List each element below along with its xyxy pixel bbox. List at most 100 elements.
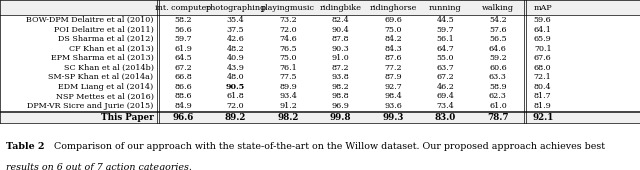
Text: Table 2: Table 2 (6, 142, 45, 151)
Text: 84.9: 84.9 (174, 102, 192, 110)
Text: 61.9: 61.9 (174, 45, 192, 53)
Text: photographing: photographing (205, 4, 266, 12)
Text: 74.6: 74.6 (279, 35, 297, 43)
Text: EDM Liang et al (2014): EDM Liang et al (2014) (58, 83, 154, 91)
Text: 46.2: 46.2 (436, 83, 454, 91)
Text: POI Delaitre et al (2011): POI Delaitre et al (2011) (54, 26, 154, 33)
Text: Comparison of our approach with the state-of-the-art on the Willow dataset. Our : Comparison of our approach with the stat… (48, 142, 605, 151)
Text: 92.7: 92.7 (384, 83, 402, 91)
Text: 66.8: 66.8 (174, 73, 192, 81)
Text: 61.0: 61.0 (489, 102, 507, 110)
Text: DPM-VR Sicre and Jurie (2015): DPM-VR Sicre and Jurie (2015) (28, 102, 154, 110)
Text: 72.0: 72.0 (279, 26, 297, 33)
Text: 81.9: 81.9 (534, 102, 552, 110)
Text: 60.6: 60.6 (489, 64, 507, 72)
Text: 76.1: 76.1 (279, 64, 297, 72)
Text: 68.0: 68.0 (534, 64, 552, 72)
Text: 98.8: 98.8 (332, 92, 349, 100)
Text: 84.2: 84.2 (384, 35, 402, 43)
Text: 87.9: 87.9 (384, 73, 402, 81)
Text: 64.6: 64.6 (489, 45, 507, 53)
Text: SC Khan et al (2014b): SC Khan et al (2014b) (63, 64, 154, 72)
Text: EPM Sharma et al (2013): EPM Sharma et al (2013) (51, 54, 154, 62)
Text: 58.9: 58.9 (489, 83, 507, 91)
Text: 91.0: 91.0 (332, 54, 349, 62)
Text: 40.9: 40.9 (227, 54, 244, 62)
Text: 44.5: 44.5 (436, 16, 454, 24)
Text: 91.2: 91.2 (279, 102, 297, 110)
Text: 63.7: 63.7 (436, 64, 454, 72)
Text: 59.7: 59.7 (436, 26, 454, 33)
Text: 93.4: 93.4 (279, 92, 297, 100)
Text: 90.3: 90.3 (332, 45, 349, 53)
Text: ridinghorse: ridinghorse (369, 4, 417, 12)
Text: 98.2: 98.2 (332, 83, 349, 91)
Bar (0, 0, 640, 15)
Text: 67.6: 67.6 (534, 54, 552, 62)
Text: 84.3: 84.3 (384, 45, 402, 53)
Text: 70.1: 70.1 (534, 45, 552, 53)
Text: 48.2: 48.2 (227, 45, 244, 53)
Text: 55.0: 55.0 (436, 54, 454, 62)
Text: 90.5: 90.5 (226, 83, 245, 91)
Bar (0, 111, 640, 123)
Text: 63.3: 63.3 (489, 73, 507, 81)
Text: 61.8: 61.8 (227, 92, 244, 100)
Text: 87.8: 87.8 (332, 35, 349, 43)
Text: 42.6: 42.6 (227, 35, 244, 43)
Text: ridingbike: ridingbike (319, 4, 362, 12)
Text: 64.5: 64.5 (174, 54, 192, 62)
Text: 90.4: 90.4 (332, 26, 349, 33)
Text: 86.6: 86.6 (174, 83, 192, 91)
Text: 64.1: 64.1 (534, 26, 552, 33)
Text: 82.4: 82.4 (332, 16, 349, 24)
Text: 88.6: 88.6 (174, 92, 192, 100)
Text: 37.5: 37.5 (227, 26, 244, 33)
Text: NSP Mettes et al (2016): NSP Mettes et al (2016) (56, 92, 154, 100)
Text: walking: walking (482, 4, 514, 12)
Text: 75.0: 75.0 (384, 26, 402, 33)
Text: 78.7: 78.7 (487, 113, 509, 122)
Text: 59.7: 59.7 (174, 35, 192, 43)
Text: SM-SP Khan et al (2014a): SM-SP Khan et al (2014a) (49, 73, 154, 81)
Text: 54.2: 54.2 (489, 16, 507, 24)
Text: 43.9: 43.9 (227, 64, 244, 72)
Text: 99.3: 99.3 (382, 113, 404, 122)
Text: 76.5: 76.5 (279, 45, 297, 53)
Text: 89.9: 89.9 (279, 83, 297, 91)
Text: 96.6: 96.6 (172, 113, 194, 122)
Text: 56.5: 56.5 (489, 35, 507, 43)
Text: 87.6: 87.6 (384, 54, 402, 62)
Text: 59.2: 59.2 (489, 54, 507, 62)
Text: 67.2: 67.2 (174, 64, 192, 72)
Text: 83.0: 83.0 (435, 113, 456, 122)
Text: 69.6: 69.6 (384, 16, 402, 24)
Text: 64.7: 64.7 (436, 45, 454, 53)
Text: playingmusic: playingmusic (261, 4, 315, 12)
Text: 87.2: 87.2 (332, 64, 349, 72)
Text: 35.4: 35.4 (227, 16, 244, 24)
Bar (0, 15, 640, 111)
Text: 77.2: 77.2 (384, 64, 402, 72)
Text: 98.4: 98.4 (384, 92, 402, 100)
Text: This Paper: This Paper (101, 113, 154, 122)
Text: 57.6: 57.6 (489, 26, 507, 33)
Text: 69.4: 69.4 (436, 92, 454, 100)
Text: 89.2: 89.2 (225, 113, 246, 122)
Text: 73.2: 73.2 (279, 16, 297, 24)
Text: 72.0: 72.0 (227, 102, 244, 110)
Text: 80.4: 80.4 (534, 83, 552, 91)
Text: 56.6: 56.6 (174, 26, 192, 33)
Text: int. computer: int. computer (156, 4, 211, 12)
Text: results on 6 out of 7 action categories.: results on 6 out of 7 action categories. (6, 163, 192, 170)
Text: CF Khan et al (2013): CF Khan et al (2013) (68, 45, 154, 53)
Text: DS Sharma et al (2012): DS Sharma et al (2012) (58, 35, 154, 43)
Text: 96.9: 96.9 (332, 102, 349, 110)
Text: 92.1: 92.1 (532, 113, 554, 122)
Text: 81.7: 81.7 (534, 92, 552, 100)
Text: 93.8: 93.8 (332, 73, 349, 81)
Text: mAP: mAP (533, 4, 552, 12)
Text: running: running (429, 4, 461, 12)
Text: 58.2: 58.2 (174, 16, 192, 24)
Text: 72.1: 72.1 (534, 73, 552, 81)
